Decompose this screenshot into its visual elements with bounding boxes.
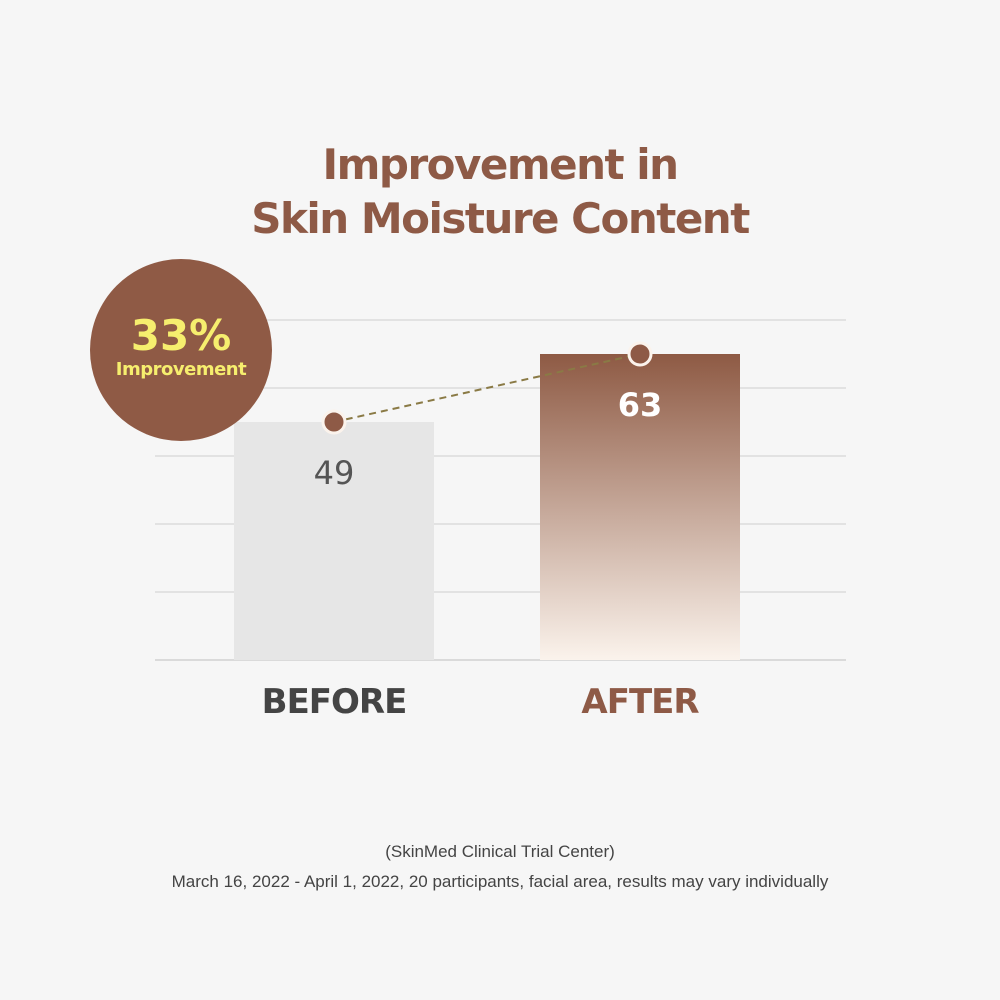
x-tick-label-before: BEFORE [261, 682, 408, 722]
data-label-before: 49 [314, 454, 355, 492]
bar-before [234, 422, 434, 660]
footer-note: March 16, 2022 - April 1, 2022, 20 parti… [171, 872, 829, 891]
improvement-badge: 33% Improvement [90, 259, 272, 441]
connector-line [333, 353, 641, 423]
data-label-after: 63 [618, 386, 663, 424]
chart-title-line1: Improvement in [322, 140, 679, 189]
footer-source: (SkinMed Clinical Trial Center) [385, 842, 615, 861]
data-point-after [627, 341, 653, 367]
bar-after [540, 354, 740, 660]
data-point-before [321, 409, 347, 435]
improvement-label: Improvement [115, 359, 247, 380]
chart-title-line2: Skin Moisture Content [251, 194, 750, 243]
x-tick-label-after: AFTER [581, 682, 699, 722]
improvement-percent: 33% [130, 311, 232, 360]
